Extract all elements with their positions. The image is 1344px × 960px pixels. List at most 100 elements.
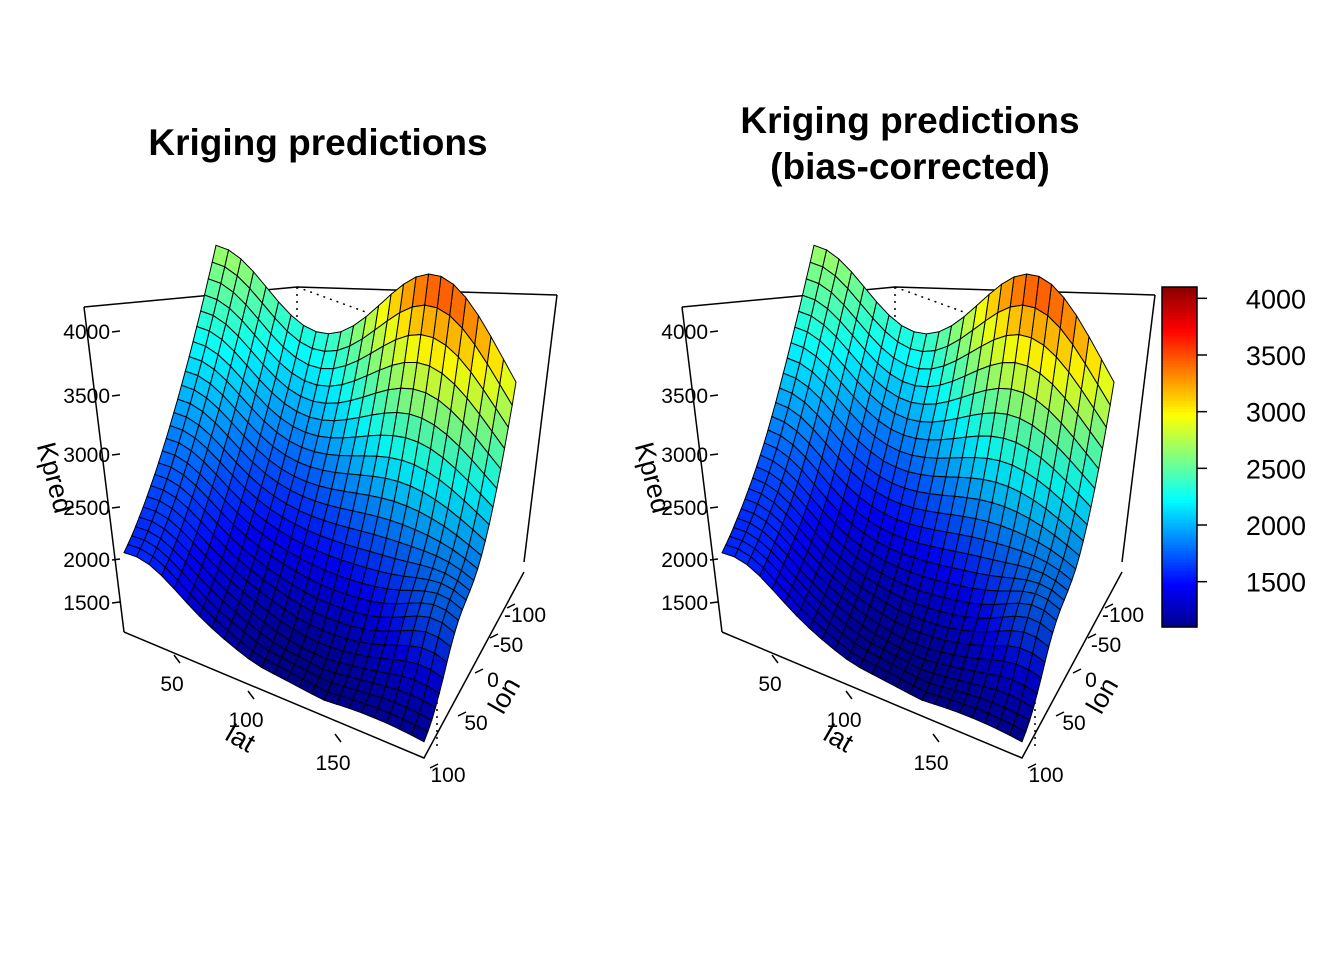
y-tick-label: 50 bbox=[1062, 712, 1085, 735]
x-tick-label: 50 bbox=[758, 673, 781, 696]
colorbar-band bbox=[1162, 360, 1197, 365]
colorbar-band bbox=[1162, 425, 1197, 430]
colorbar-band bbox=[1162, 292, 1197, 297]
colorbar-band bbox=[1162, 547, 1197, 552]
colorbar-band bbox=[1162, 462, 1197, 467]
colorbar-band bbox=[1162, 397, 1197, 401]
box-edge bbox=[721, 571, 1123, 759]
colorbar-band bbox=[1162, 363, 1197, 367]
colorbar-band bbox=[1162, 411, 1197, 416]
colorbar-band bbox=[1162, 615, 1197, 620]
colorbar-band bbox=[1162, 428, 1197, 433]
z-tick-mark bbox=[111, 601, 121, 604]
z-tick-label: 2000 bbox=[661, 549, 708, 572]
z-tick-mark bbox=[111, 506, 121, 509]
y-tick-mark bbox=[1087, 633, 1097, 639]
colorbar-band bbox=[1162, 578, 1197, 583]
x-tick-mark bbox=[845, 690, 853, 700]
colorbar-band bbox=[1162, 542, 1197, 546]
colorbar-band bbox=[1162, 329, 1197, 333]
colorbar-band bbox=[1162, 525, 1197, 529]
colorbar-band bbox=[1162, 406, 1197, 410]
z-tick-mark bbox=[111, 453, 121, 456]
colorbar-band bbox=[1162, 465, 1197, 469]
colorbar-band bbox=[1162, 374, 1197, 379]
z-tick-label: 3500 bbox=[661, 385, 708, 408]
y-tick-label: 100 bbox=[1028, 764, 1063, 787]
colorbar-band bbox=[1162, 612, 1197, 617]
z-tick-mark bbox=[111, 394, 121, 397]
colorbar-band bbox=[1162, 530, 1197, 535]
colorbar-band bbox=[1162, 496, 1197, 501]
colorbar-band bbox=[1162, 561, 1197, 566]
colorbar-band bbox=[1162, 287, 1197, 291]
colorbar-band bbox=[1162, 618, 1197, 622]
colorbar-band bbox=[1162, 318, 1197, 322]
box-edge bbox=[523, 294, 558, 563]
colorbar-band bbox=[1162, 357, 1197, 362]
colorbar-band bbox=[1162, 400, 1197, 404]
colorbar-band bbox=[1162, 306, 1197, 311]
box-edge bbox=[83, 306, 125, 633]
colorbar-band bbox=[1162, 601, 1197, 605]
colorbar-band bbox=[1162, 482, 1197, 486]
z-tick-label: 4000 bbox=[63, 321, 110, 344]
colorbar-band bbox=[1162, 431, 1197, 435]
colorbar-band bbox=[1162, 516, 1197, 520]
z-tick-label: 2500 bbox=[661, 497, 708, 520]
colorbar-band bbox=[1162, 522, 1197, 526]
colorbar-band bbox=[1162, 573, 1197, 577]
colorbar-band bbox=[1162, 408, 1197, 413]
colorbar-band bbox=[1162, 476, 1197, 481]
z-tick-mark bbox=[709, 601, 719, 604]
chart-title-left: Kriging predictions bbox=[148, 122, 488, 163]
colorbar-band bbox=[1162, 340, 1197, 345]
x-tick-mark bbox=[247, 690, 255, 700]
colorbar-band bbox=[1162, 457, 1197, 461]
colorbar-band bbox=[1162, 380, 1197, 384]
y-tick-mark bbox=[474, 668, 484, 674]
box-edge bbox=[681, 286, 1156, 308]
colorbar-band bbox=[1162, 377, 1197, 382]
colorbar-band bbox=[1162, 491, 1197, 495]
z-tick-mark bbox=[709, 506, 719, 509]
x-tick-label: 100 bbox=[826, 709, 861, 732]
colorbar-band bbox=[1162, 564, 1197, 569]
colorbar-band bbox=[1162, 570, 1197, 574]
colorbar-band bbox=[1162, 553, 1197, 557]
box-edge bbox=[83, 286, 558, 308]
colorbar-band bbox=[1162, 420, 1197, 424]
colorbar-band bbox=[1162, 544, 1197, 549]
z-tick-mark bbox=[709, 394, 719, 397]
colorbar-band bbox=[1162, 414, 1197, 418]
colorbar-band bbox=[1162, 556, 1197, 560]
y-tick-label: 50 bbox=[464, 712, 487, 735]
y-tick-mark bbox=[429, 763, 439, 769]
y-tick-mark bbox=[1104, 603, 1114, 609]
colorbar-band bbox=[1162, 315, 1197, 319]
colorbar-band bbox=[1162, 335, 1197, 339]
colorbar-band bbox=[1162, 295, 1197, 299]
colorbar-band bbox=[1162, 621, 1197, 625]
colorbar-band bbox=[1162, 372, 1197, 376]
colorbar-band bbox=[1162, 312, 1197, 316]
colorbar-band bbox=[1162, 338, 1197, 342]
colorbar-band bbox=[1162, 593, 1197, 597]
box-edge bbox=[1121, 294, 1156, 563]
colorbar-band bbox=[1162, 474, 1197, 478]
colorbar-band bbox=[1162, 607, 1197, 611]
box-edge bbox=[123, 571, 525, 759]
colorbar-band bbox=[1162, 576, 1197, 580]
x-tick-label: 100 bbox=[228, 709, 263, 732]
z-tick-mark bbox=[709, 558, 719, 561]
z-tick-label: 1500 bbox=[63, 592, 110, 615]
colorbar-band bbox=[1162, 536, 1197, 540]
y-tick-mark bbox=[506, 603, 516, 609]
colorbar-band bbox=[1162, 451, 1197, 455]
colorbar-band bbox=[1162, 323, 1197, 328]
colorbar-band bbox=[1162, 326, 1197, 331]
colorbar-band bbox=[1162, 510, 1197, 515]
colorbar-band bbox=[1162, 502, 1197, 506]
colorbar-band bbox=[1162, 624, 1197, 628]
